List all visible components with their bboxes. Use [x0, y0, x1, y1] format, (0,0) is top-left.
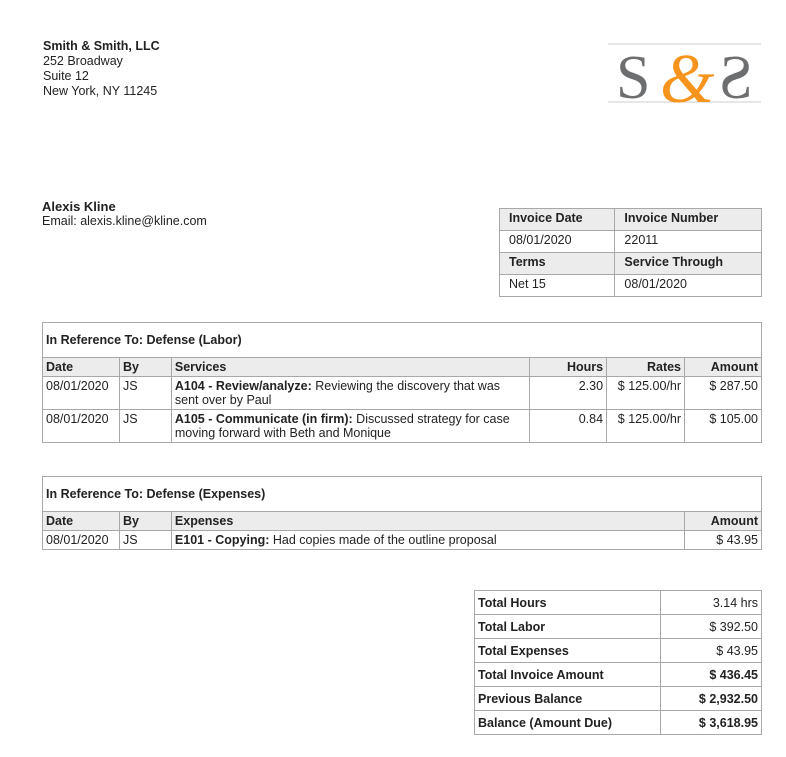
service-cell: A104 - Review/analyze: Reviewing the dis… — [170, 376, 531, 410]
invoice-info-table: Invoice Date Invoice Number 08/01/2020 220… — [498, 208, 762, 297]
total-value: $ 3,618.95 — [660, 710, 762, 735]
total-labor-row: Total Labor $ 392.50 — [473, 614, 762, 639]
amount-cell: $ 105.00 — [684, 409, 762, 443]
expenses-table: In Reference To: Defense (Expenses) Date… — [42, 476, 762, 550]
by-cell: JS — [118, 409, 172, 443]
date-cell: 08/01/2020 — [42, 530, 120, 550]
expenses-title: In Reference To: Defense (Expenses) — [42, 476, 762, 512]
terms-label: Terms — [498, 252, 616, 275]
company-address: Smith & Smith, LLC 252 Broadway Suite 12… — [43, 39, 160, 99]
service-through-label: Service Through — [614, 252, 762, 275]
invoice-number: 22011 — [614, 230, 762, 253]
labor-table: In Reference To: Defense (Labor) Date By… — [42, 322, 762, 443]
rate-cell: $ 125.00/hr — [606, 376, 686, 410]
expense-desc: Had copies made of the outline proposal — [269, 533, 497, 547]
total-label: Total Invoice Amount — [473, 662, 662, 687]
column-header: Services — [170, 357, 531, 377]
previous-balance-row: Previous Balance $ 2,932.50 — [473, 686, 762, 711]
invoice-date: 08/01/2020 — [498, 230, 616, 253]
table-row: 08/01/2020 JS A104 - Review/analyze: Rev… — [42, 376, 762, 410]
totals-table: Total Hours 3.14 hrs Total Labor $ 392.50 … — [473, 590, 762, 735]
service-through: 08/01/2020 — [614, 274, 762, 297]
total-expenses-row: Total Expenses $ 43.95 — [473, 638, 762, 663]
by-cell: JS — [118, 376, 172, 410]
address-city: New York, NY 11245 — [43, 84, 158, 98]
company-logo: S S & — [608, 41, 761, 108]
client-name: Alexis Kline — [42, 199, 116, 214]
column-header: Hours — [529, 357, 608, 377]
column-header: By — [118, 357, 172, 377]
svg-text:&: & — [660, 41, 715, 108]
labor-title: In Reference To: Defense (Labor) — [42, 322, 762, 358]
expense-code: E101 - Copying: — [174, 533, 270, 547]
column-header: Date — [42, 357, 120, 377]
total-label: Total Expenses — [473, 638, 662, 663]
service-cell: A105 - Communicate (in firm): Discussed … — [170, 409, 531, 443]
table-row: 08/01/2020 JS E101 - Copying: Had copies… — [42, 530, 762, 550]
client-email: Email: alexis.kline@kline.com — [42, 214, 207, 228]
company-name: Smith & Smith, LLC — [43, 39, 160, 53]
amount-cell: $ 43.95 — [684, 530, 762, 550]
invoice-date-label: Invoice Date — [498, 208, 616, 231]
invoice-number-label: Invoice Number — [614, 208, 762, 231]
service-desc: Reviewing the discovery that was sent ov… — [174, 379, 501, 407]
total-label: Previous Balance — [473, 686, 662, 711]
total-hours-row: Total Hours 3.14 hrs — [473, 590, 762, 615]
hours-cell: 0.84 — [529, 409, 608, 443]
column-header: By — [118, 511, 172, 531]
total-value: $ 436.45 — [660, 662, 762, 687]
service-code: A104 - Review/analyze: — [174, 379, 312, 393]
hours-cell: 2.30 — [529, 376, 608, 410]
address-line: 252 Broadway — [43, 54, 123, 68]
column-header: Expenses — [170, 511, 686, 531]
balance-due-row: Balance (Amount Due) $ 3,618.95 — [473, 710, 762, 735]
column-header: Amount — [684, 511, 762, 531]
terms: Net 15 — [498, 274, 616, 297]
column-header: Rates — [606, 357, 686, 377]
total-value: $ 2,932.50 — [660, 686, 762, 711]
total-label: Total Labor — [473, 614, 662, 639]
total-label: Total Hours — [473, 590, 662, 615]
date-cell: 08/01/2020 — [42, 409, 120, 443]
svg-text:S: S — [616, 44, 650, 108]
expense-cell: E101 - Copying: Had copies made of the o… — [170, 530, 686, 550]
amount-cell: $ 287.50 — [684, 376, 762, 410]
date-cell: 08/01/2020 — [42, 376, 120, 410]
total-value: 3.14 hrs — [660, 590, 762, 615]
client-info: Alexis Kline Email: alexis.kline@kline.c… — [42, 199, 207, 229]
total-label: Balance (Amount Due) — [473, 710, 662, 735]
address-line: Suite 12 — [43, 69, 89, 83]
column-header: Amount — [684, 357, 762, 377]
total-value: $ 392.50 — [660, 614, 762, 639]
rate-cell: $ 125.00/hr — [606, 409, 686, 443]
table-row: 08/01/2020 JS A105 - Communicate (in fir… — [42, 409, 762, 443]
by-cell: JS — [118, 530, 172, 550]
svg-text:S: S — [719, 44, 753, 108]
service-desc: Discussed strategy for case moving forwa… — [174, 412, 510, 440]
service-code: A105 - Communicate (in firm): — [174, 412, 353, 426]
total-value: $ 43.95 — [660, 638, 762, 663]
total-invoice-row: Total Invoice Amount $ 436.45 — [473, 662, 762, 687]
column-header: Date — [42, 511, 120, 531]
